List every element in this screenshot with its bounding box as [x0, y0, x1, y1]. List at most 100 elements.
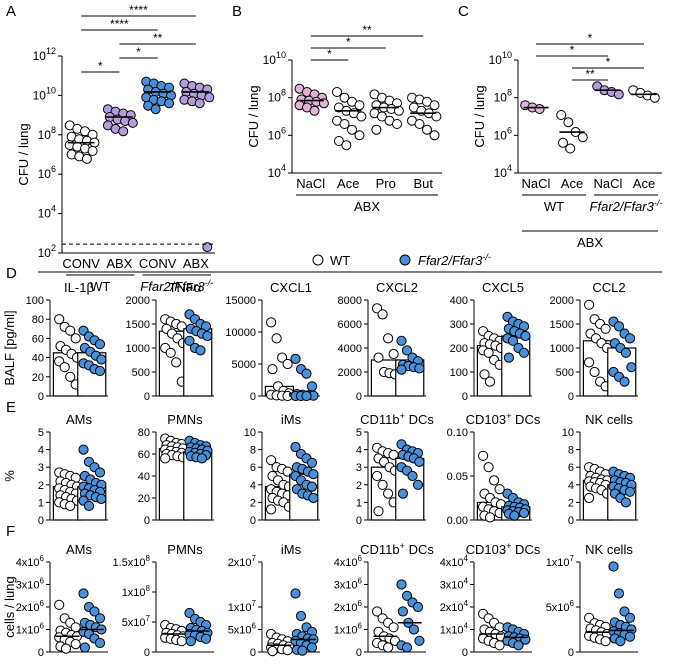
- ytick-label-D-3-1: 2000: [338, 367, 362, 379]
- data-point-F-3-ko-4: [397, 606, 408, 617]
- ytick-label-A-1: 104: [38, 204, 56, 221]
- significance-stars-C-1: *: [570, 43, 575, 57]
- data-point-D-4-wt-13: [484, 376, 496, 387]
- panel-letter-B: B: [232, 3, 242, 20]
- ytick-label-F-4-3: 3x104: [440, 577, 469, 592]
- data-point-B-3-7: [431, 111, 442, 122]
- ytick-label-F-2-1: 5x106: [228, 622, 257, 637]
- data-point-F-1-wt-11: [176, 636, 187, 647]
- ytick-label-B-0: 104: [268, 163, 286, 180]
- ytick-exp: 4: [464, 554, 469, 563]
- ytick-label-F-1-2: 1x108: [122, 584, 151, 599]
- ytick-label-D-0-1: 20: [32, 372, 44, 384]
- ytick-base: 1x10: [546, 557, 570, 569]
- legend-label-ko-base: Ffar2/Ffar3: [418, 253, 483, 268]
- ytick-label-B-1: 106: [268, 125, 286, 142]
- ytick-base: 3x10: [334, 580, 358, 592]
- data-point-E-3-wt-9: [377, 479, 388, 490]
- data-point-A-2-11: [164, 98, 175, 109]
- data-point-F-5-ko-13: [615, 636, 626, 647]
- ytick-exp: 4: [464, 577, 469, 586]
- ytick-label-E-0-4: 4: [38, 445, 44, 457]
- data-point-C-1-5: [565, 143, 576, 154]
- ytick-label-A-4: 1010: [33, 85, 56, 102]
- ytick-label-F-3-0: 0: [356, 647, 362, 659]
- data-point-B-1-11: [354, 130, 365, 141]
- subplot-title-D-4: CXCL5: [482, 280, 524, 295]
- data-point-D-2-wt-2: [277, 352, 288, 363]
- data-point-D-4-wt-9: [483, 347, 494, 358]
- ytick-label-F-0-4: 4x106: [16, 554, 45, 569]
- ytick-exp: 7: [570, 554, 575, 563]
- ytick-base: 10: [268, 91, 282, 105]
- data-point-D-1-wt-10: [171, 357, 182, 368]
- subplot-title-E-4-suffix: DCs: [511, 412, 540, 427]
- ytick-exp: 8: [51, 125, 56, 135]
- ytick-base: 10: [494, 128, 508, 142]
- data-point-F-3-ko-9: [401, 642, 413, 653]
- group-label-C-1-sup: -/-: [654, 198, 663, 208]
- subplot-title-F-2: iMs: [281, 542, 302, 557]
- ytick-base: 0: [462, 647, 468, 659]
- data-point-C-2-3: [613, 89, 624, 100]
- data-point-D-2-wt-0: [266, 317, 277, 328]
- data-point-D-0-wt-2: [65, 325, 76, 336]
- ytick-label-F-1-3: 1.5x108: [113, 554, 151, 569]
- data-point-F-3-ko-6: [408, 624, 419, 635]
- data-point-E-1-ko-14: [196, 453, 207, 464]
- subplot-title-F-5: NK cells: [585, 542, 633, 557]
- ytick-label-F-4-0: 0: [462, 647, 468, 659]
- ytick-base: 1x10: [334, 625, 358, 637]
- data-point-D-4-ko-9: [507, 335, 519, 346]
- data-point-D-1-ko-7: [202, 330, 213, 342]
- ytick-base: 4x10: [334, 557, 358, 569]
- data-point-B-0-10: [309, 105, 320, 116]
- data-point-F-0-ko-2: [89, 606, 100, 617]
- data-point-D-4-ko-11: [518, 347, 530, 358]
- group-label-A-1: Ffar2/Ffar3-/-: [140, 278, 213, 294]
- ytick-label-D-5-0: 0: [568, 391, 574, 403]
- data-point-F-2-ko-11: [306, 642, 318, 653]
- ytick-label-F-5-2: 1x107: [546, 554, 575, 569]
- ytick-exp: 10: [502, 50, 512, 60]
- data-point-F-5-ko-0: [608, 561, 619, 572]
- data-point-F-3-ko-0: [396, 579, 407, 590]
- ytick-label-F-1-1: 5x107: [122, 614, 151, 629]
- subplot-title-F-3-suffix: DCs: [405, 542, 434, 557]
- ytick-label-C-3: 1010: [489, 50, 512, 67]
- legend-label-wt: WT: [330, 253, 350, 268]
- data-point-D-5-wt-0: [584, 299, 595, 310]
- subplot-title-E-4-base: CD103: [466, 412, 506, 427]
- ytick-label-F-3-4: 4x106: [334, 554, 363, 569]
- subplot-title-F-4-base: CD103: [466, 542, 506, 557]
- ytick-label-E-0-2: 2: [38, 480, 44, 492]
- data-point-A-3-11: [202, 242, 213, 253]
- ytick-label-C-2: 108: [494, 88, 512, 105]
- ytick-label-D-1-0: 0: [144, 391, 150, 403]
- data-point-F-2-wt-11: [282, 645, 293, 656]
- ytick-base: 10: [268, 166, 282, 180]
- data-point-D-3-wt-3: [388, 348, 399, 360]
- data-point-A-1-7: [127, 117, 138, 128]
- ytick-label-D-4-0: 0: [462, 391, 468, 403]
- ytick-base: 2x10: [228, 557, 252, 569]
- data-point-F-1-ko-12: [185, 636, 196, 647]
- data-point-F-4-ko-10: [513, 640, 524, 651]
- subplot-title-D-2: CXCL1: [270, 280, 312, 295]
- subplot-title-D-5: CCL2: [592, 280, 625, 295]
- data-point-F-2-ko-0: [290, 588, 301, 599]
- y-axis-label-F: cells / lung: [2, 576, 17, 637]
- data-point-E-0-ko-17: [83, 500, 95, 511]
- data-point-D-0-ko-7: [96, 354, 107, 365]
- significance-stars-A-2: **: [153, 31, 163, 45]
- ytick-exp: 4: [507, 163, 512, 173]
- data-point-B-1-1: [339, 92, 350, 103]
- data-point-D-5-ko-10: [619, 376, 630, 387]
- category-label-C-2: NaCl: [594, 176, 623, 191]
- ytick-label-E-4-2: 0.10: [447, 427, 468, 439]
- ytick-exp: 4: [464, 599, 469, 608]
- ytick-label-E-5-3: 6: [568, 462, 574, 474]
- data-point-E-0-ko-15: [96, 493, 107, 504]
- ytick-label-D-5-3: 1500: [550, 319, 574, 331]
- panel-letter-A: A: [6, 3, 16, 20]
